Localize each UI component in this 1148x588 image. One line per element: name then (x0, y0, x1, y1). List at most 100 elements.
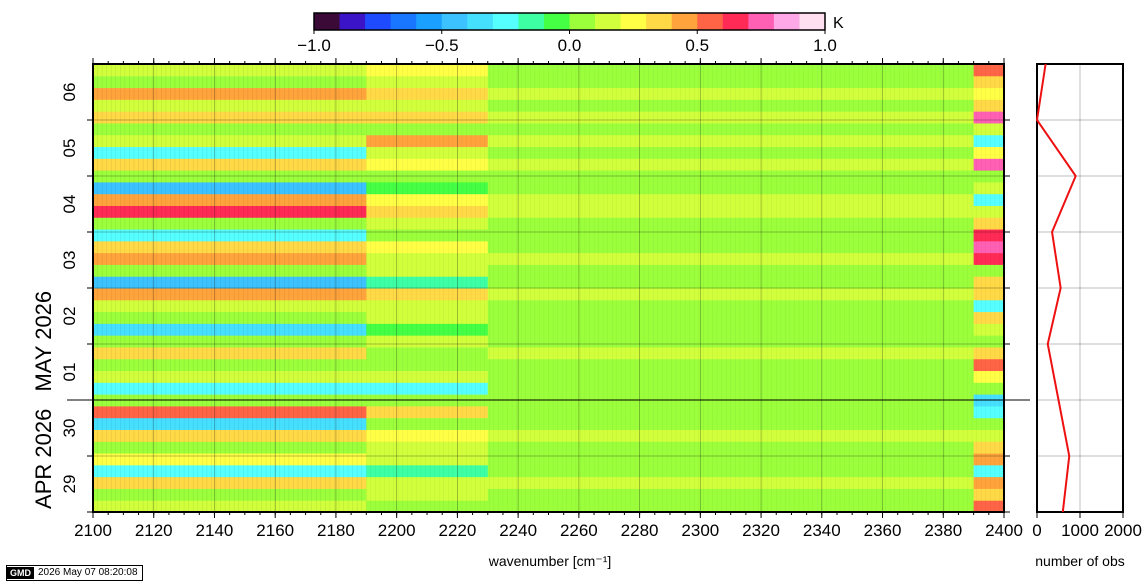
heatmap-x-tick-label: 2220 (438, 521, 476, 540)
heatmap-cell (366, 181, 489, 195)
heatmap-cell (366, 252, 489, 265)
heatmap-cell (366, 488, 489, 501)
heatmap-cell (366, 240, 489, 254)
heatmap-cell (93, 476, 367, 489)
heatmap-cell (487, 181, 975, 195)
colorbar-swatch-3 (390, 13, 417, 30)
heatmap-cell (973, 417, 1005, 430)
heatmap-cell (366, 64, 489, 77)
heatmap-x-tick-label: 2140 (196, 521, 234, 540)
heatmap-cell (93, 323, 367, 336)
heatmap-cell (366, 464, 489, 478)
heatmap-cell (93, 346, 367, 360)
heatmap-plot (92, 64, 1005, 513)
heatmap-cell (973, 111, 1005, 124)
heatmap-y-day-label: 04 (60, 195, 79, 214)
obs-x-tick-label: 0 (1032, 521, 1041, 540)
heatmap-cell (973, 323, 1005, 336)
colorbar-tick-labels: −1.0 −0.5 0.0 0.5 1.0 (297, 30, 837, 55)
heatmap-cell (487, 500, 975, 513)
heatmap-cell (973, 429, 1005, 442)
heatmap-y-month-label: APR 2026 (31, 409, 56, 509)
heatmap-cell (93, 417, 367, 430)
heatmap-cell (487, 382, 975, 395)
heatmap-cell (366, 476, 489, 489)
heatmap-cell (973, 181, 1005, 195)
heatmap-cell (487, 311, 975, 324)
heatmap-cell (487, 134, 975, 148)
heatmap-cell (973, 158, 1005, 171)
heatmap-cell (366, 323, 489, 336)
obs-x-tick-label: 1000 (1061, 521, 1099, 540)
heatmap-cell (366, 205, 489, 218)
heatmap-cell (973, 75, 1005, 89)
colorbar-tick-label: −0.5 (425, 36, 459, 55)
heatmap-cell (93, 122, 367, 136)
heatmap-cell (487, 205, 975, 218)
colorbar-swatch-7 (492, 13, 519, 30)
colorbar-swatch-5 (441, 13, 468, 30)
heatmap-cell (487, 240, 975, 254)
heatmap-x-tick-label: 2240 (499, 521, 537, 540)
heatmap-cell (487, 464, 975, 478)
heatmap-cell (93, 453, 367, 466)
heatmap-cell (973, 382, 1005, 395)
heatmap-cell (487, 323, 975, 336)
heatmap-y-day-label: 03 (60, 251, 79, 270)
heatmap-cell (487, 75, 975, 89)
heatmap-x-tick-label: 2380 (924, 521, 962, 540)
heatmap-cell (487, 288, 975, 301)
heatmap-cell (973, 346, 1005, 360)
colorbar-swatch-15 (697, 13, 724, 30)
heatmap-cell (93, 99, 367, 112)
heatmap-cell (973, 264, 1005, 277)
heatmap-cell (93, 299, 367, 313)
heatmap-cell (973, 205, 1005, 218)
colorbar-swatch-9 (543, 13, 570, 30)
heatmap-cell (366, 299, 489, 313)
heatmap-x-axis-label: wavenumber [cm⁻¹] (488, 553, 612, 569)
heatmap-cell (487, 193, 975, 206)
heatmap-cell (487, 229, 975, 242)
heatmap-cell (487, 476, 975, 489)
heatmap-cell (973, 276, 1005, 289)
colorbar-swatch-13 (646, 13, 673, 30)
heatmap-cell (487, 99, 975, 112)
heatmap-x-tick-label: 2200 (378, 521, 416, 540)
heatmap-cell (93, 229, 367, 242)
heatmap-cell (93, 87, 367, 100)
heatmap-cell (93, 240, 367, 254)
colorbar-unit-label: K (833, 15, 844, 32)
colorbar-swatch-10 (569, 13, 596, 30)
heatmap-cell (366, 75, 489, 89)
heatmap-cell (366, 370, 489, 383)
heatmap-cell (366, 146, 489, 159)
heatmap-cell (973, 488, 1005, 501)
heatmap-x-tick-label: 2300 (681, 521, 719, 540)
heatmap-cell (366, 217, 489, 230)
heatmap-cell (487, 146, 975, 159)
heatmap-cell (366, 134, 489, 148)
heatmap-cell (973, 405, 1005, 419)
heatmap-cell (366, 122, 489, 136)
heatmap-cell (487, 264, 975, 277)
colorbar-swatch-4 (416, 13, 443, 30)
heatmap-cell (93, 217, 367, 230)
heatmap-cell (487, 111, 975, 124)
heatmap-cell (973, 134, 1005, 148)
heatmap-cell (366, 229, 489, 242)
heatmap-cell (973, 170, 1005, 183)
heatmap-cell (93, 170, 367, 183)
heatmap-cell (366, 276, 489, 289)
heatmap-cell (487, 429, 975, 442)
heatmap-cell (973, 500, 1005, 513)
heatmap-cell (93, 335, 367, 348)
heatmap-cell (487, 417, 975, 430)
heatmap-cell (366, 417, 489, 430)
heatmap-x-tick-label: 2280 (621, 521, 659, 540)
colorbar-swatch-11 (595, 13, 621, 30)
heatmap-cell (93, 370, 367, 383)
heatmap-y-day-label: 01 (60, 363, 79, 382)
heatmap-y-day-label: 29 (60, 475, 79, 494)
